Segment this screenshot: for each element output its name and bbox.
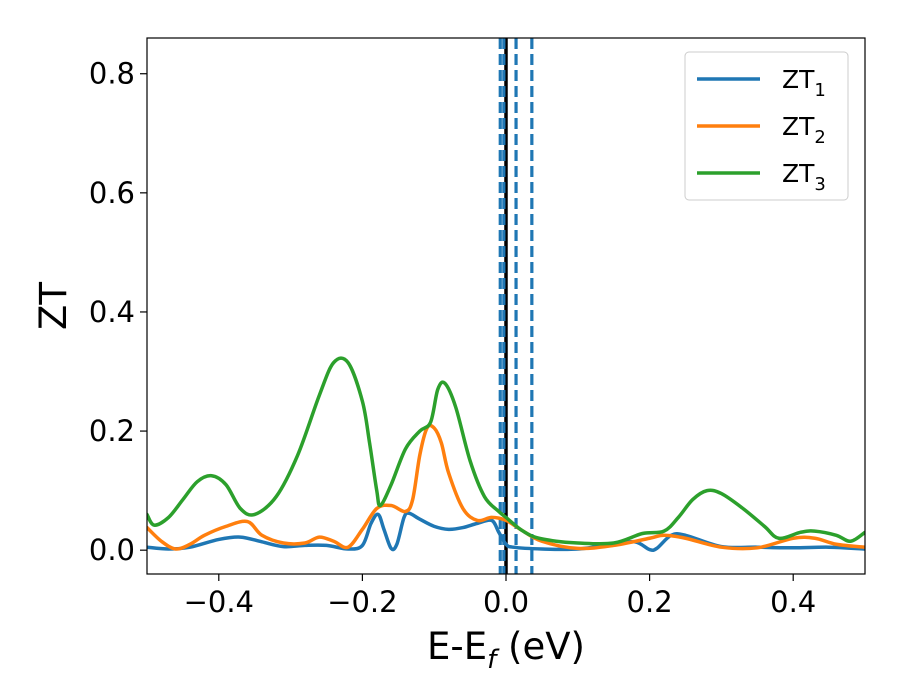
x-tick-label: 0.4 — [770, 585, 816, 619]
series-layer — [147, 356, 865, 553]
x-tick-label: 0.2 — [627, 585, 673, 619]
y-tick-label: 0.4 — [89, 295, 135, 329]
y-tick-label: 0.2 — [89, 414, 135, 448]
legend-label-zt3: ZT3 — [782, 159, 826, 195]
x-axis-label: E-Ef (eV) — [427, 625, 585, 675]
x-tick-label: −0.4 — [184, 585, 254, 619]
legend: ZT1 ZT2 ZT3 — [684, 51, 849, 201]
x-tick-label: 0.0 — [483, 585, 529, 619]
x-axis-ticks: −0.4 −0.2 0.0 0.2 0.4 — [184, 574, 816, 619]
y-tick-label: 0.6 — [89, 176, 135, 210]
legend-label-zt1: ZT1 — [782, 65, 826, 101]
x-tick-label: −0.2 — [327, 585, 397, 619]
legend-label-zt2: ZT2 — [782, 112, 826, 148]
y-axis-ticks: 0.0 0.2 0.4 0.6 0.8 — [89, 57, 147, 567]
y-axis-label: ZT — [32, 282, 75, 330]
series-line-zt3 — [147, 356, 865, 546]
vertical-lines-layer — [498, 38, 534, 574]
legend-box — [684, 51, 849, 201]
y-tick-label: 0.0 — [89, 533, 135, 567]
y-tick-label: 0.8 — [89, 57, 135, 91]
x-axis-label-unit: (eV) — [496, 625, 585, 668]
series-line-zt1 — [147, 511, 865, 553]
